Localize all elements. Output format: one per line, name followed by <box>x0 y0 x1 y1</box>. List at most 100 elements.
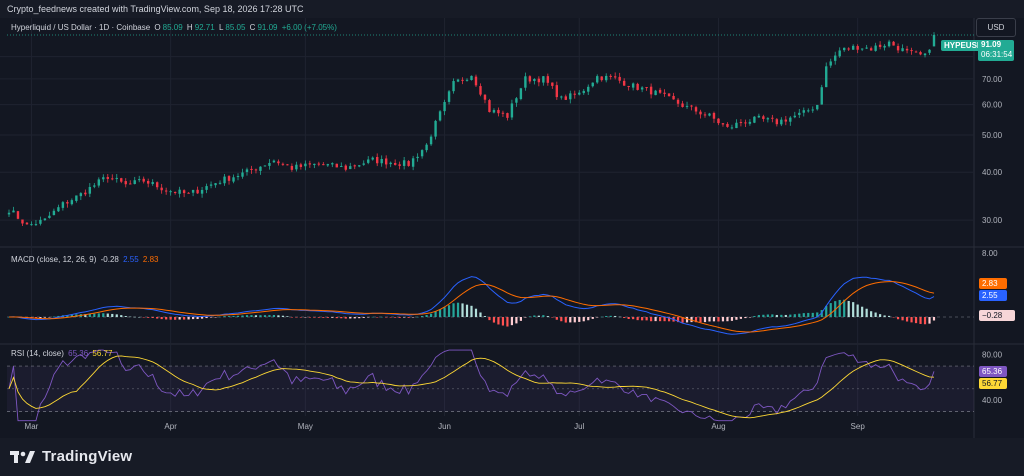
macd-histogram-bar <box>654 317 657 322</box>
high-value: 92.71 <box>194 23 215 32</box>
macd-histogram-bar <box>245 315 249 317</box>
macd-histogram-bar <box>519 317 522 321</box>
candle-body <box>896 46 900 51</box>
candle-body <box>402 160 406 166</box>
macd-histogram-bar <box>627 317 630 320</box>
candle-body <box>605 75 608 81</box>
candle-body <box>910 50 913 52</box>
candle-body <box>919 52 922 55</box>
macd-histogram-bar <box>641 317 644 321</box>
macd-histogram-bar <box>470 305 473 317</box>
candle-body <box>721 123 725 125</box>
macd-histogram-bar <box>914 317 918 324</box>
macd-histogram-bar <box>910 317 913 323</box>
macd-hist-value: -0.28 <box>100 255 119 264</box>
candle-body <box>111 178 114 180</box>
candle-body <box>254 169 258 171</box>
candle-body <box>775 119 779 125</box>
macd-histogram-bar <box>784 314 787 317</box>
candle-body <box>587 86 590 92</box>
candle-body <box>142 178 145 182</box>
rsi-tag: 65.36 <box>979 366 1007 377</box>
candle-body <box>582 90 585 94</box>
candle-body <box>596 76 599 83</box>
candle-body <box>268 162 271 166</box>
rsi-ma-line <box>8 355 935 419</box>
chart-area[interactable]: 30.00 40.00 50.00 60.00 70.00 80.00 Mar Apr May J… <box>0 18 1024 438</box>
candle-body <box>869 48 873 51</box>
currency-button[interactable]: USD <box>976 18 1016 37</box>
attribution-bar: Crypto_feednews created with TradingView… <box>0 0 1024 18</box>
macd-histogram-bar <box>236 315 240 317</box>
candle-body <box>43 218 47 221</box>
change-value: +6.00 (+7.05%) <box>281 23 337 32</box>
time-axis-label: Apr <box>164 422 177 431</box>
macd-histogram-bar <box>766 314 769 317</box>
macd-histogram-bar <box>708 317 711 322</box>
macd-histogram-bar <box>151 317 154 318</box>
macd-histogram-bar <box>663 317 666 322</box>
chart-svg[interactable]: 30.00 40.00 50.00 60.00 70.00 80.00 Mar Apr May J… <box>0 18 1024 438</box>
candle-body <box>901 48 904 52</box>
macd-histogram-bar <box>699 317 702 323</box>
candle-body <box>308 163 312 165</box>
macd-histogram-bar <box>335 317 338 319</box>
symbol-title: Hyperliquid / US Dollar · 1D · Coinbase <box>11 23 151 32</box>
macd-histogram-bar <box>407 317 410 318</box>
candle-body <box>501 112 505 114</box>
candle-body <box>506 113 509 118</box>
macd-histogram-bar <box>551 317 554 318</box>
price-tag: 91.09 06:31:54 <box>978 40 1014 61</box>
macd-histogram-bar <box>156 317 159 319</box>
macd-histogram-bar <box>209 317 213 318</box>
candle-body <box>802 110 805 113</box>
macd-histogram-bar <box>353 317 356 319</box>
candle-body <box>798 112 801 115</box>
macd-histogram-bar <box>34 317 38 319</box>
tradingview-logo[interactable]: TradingView <box>10 448 132 465</box>
candle-body <box>70 200 74 205</box>
macd-histogram-bar <box>757 315 760 317</box>
candle-body <box>362 163 365 165</box>
open-label: O <box>154 23 161 32</box>
candle-body <box>340 166 343 168</box>
macd-histogram-bar <box>919 317 922 324</box>
macd-histogram-bar <box>524 317 527 318</box>
candle-body <box>277 161 280 164</box>
candle-body <box>622 80 626 86</box>
macd-histogram-bar <box>129 316 132 318</box>
macd-histogram-bar <box>901 317 904 321</box>
macd-histogram-bar <box>569 317 572 323</box>
macd-histogram-bar <box>376 317 379 318</box>
macd-histogram-bar <box>93 313 96 317</box>
time-axis-label: Jul <box>574 422 584 431</box>
candle-body <box>335 163 338 168</box>
rsi-ma-tag: 56.77 <box>979 378 1007 389</box>
macd-histogram-bar <box>84 314 87 317</box>
macd-histogram-bar <box>685 317 689 323</box>
candle-body <box>196 189 199 194</box>
candle-body <box>456 79 460 82</box>
candle-body <box>160 187 163 191</box>
candle-body <box>914 51 918 53</box>
candle-body <box>465 79 469 81</box>
macd-histogram-bar <box>313 317 316 318</box>
macd-histogram-bar <box>874 312 877 317</box>
rsi-value: 65.36 <box>68 349 89 358</box>
candle-body <box>780 119 783 125</box>
macd-histogram-bar <box>196 317 199 320</box>
macd-histogram-bar <box>57 315 60 317</box>
macd-histogram-bar <box>214 317 217 318</box>
macd-histogram-bar <box>187 317 190 320</box>
macd-histogram-bar <box>762 314 765 317</box>
macd-histogram-bar <box>798 313 801 317</box>
macd-histogram-bar <box>928 317 931 324</box>
candle-body <box>865 47 868 49</box>
macd-histogram-bar <box>614 315 617 317</box>
macd-histogram-bar <box>861 306 864 317</box>
rsi-line <box>8 349 935 422</box>
candle-body <box>30 224 33 226</box>
macd-histogram-bar <box>241 315 244 317</box>
candle-body <box>353 165 356 167</box>
macd-histogram-bar <box>492 317 496 323</box>
